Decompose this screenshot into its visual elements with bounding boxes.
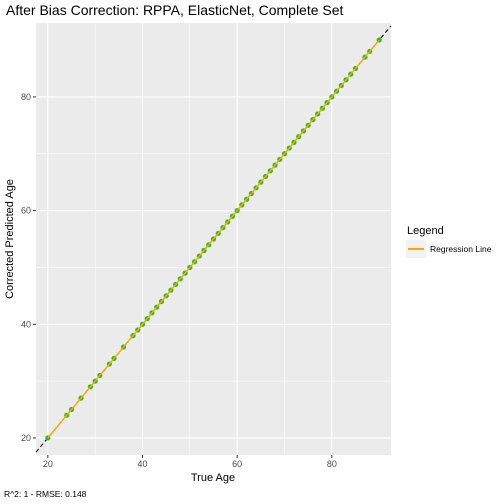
y-tick-label: 20 — [21, 433, 31, 443]
gridlines — [36, 23, 391, 455]
regression-line — [47, 39, 380, 439]
y-tick-label: 40 — [21, 319, 31, 329]
y-axis-title: Corrected Predicted Age — [4, 179, 16, 299]
axis-ticks: 20 40 60 80 20 40 60 80 — [21, 92, 337, 469]
chart-title: After Bias Correction: RPPA, ElasticNet,… — [6, 2, 344, 18]
x-tick-label: 20 — [43, 459, 53, 469]
x-tick-label: 80 — [327, 459, 337, 469]
x-axis-title: True Age — [191, 472, 235, 484]
y-tick-label: 60 — [21, 206, 31, 216]
legend-label-regression: Regression Line — [430, 244, 492, 254]
caption-stats: R^2: 1 - RMSE: 0.148 — [4, 489, 87, 499]
y-tick-label: 80 — [21, 92, 31, 102]
x-tick-label: 60 — [232, 459, 242, 469]
x-tick-label: 40 — [137, 459, 147, 469]
legend-title: Legend — [407, 225, 444, 237]
